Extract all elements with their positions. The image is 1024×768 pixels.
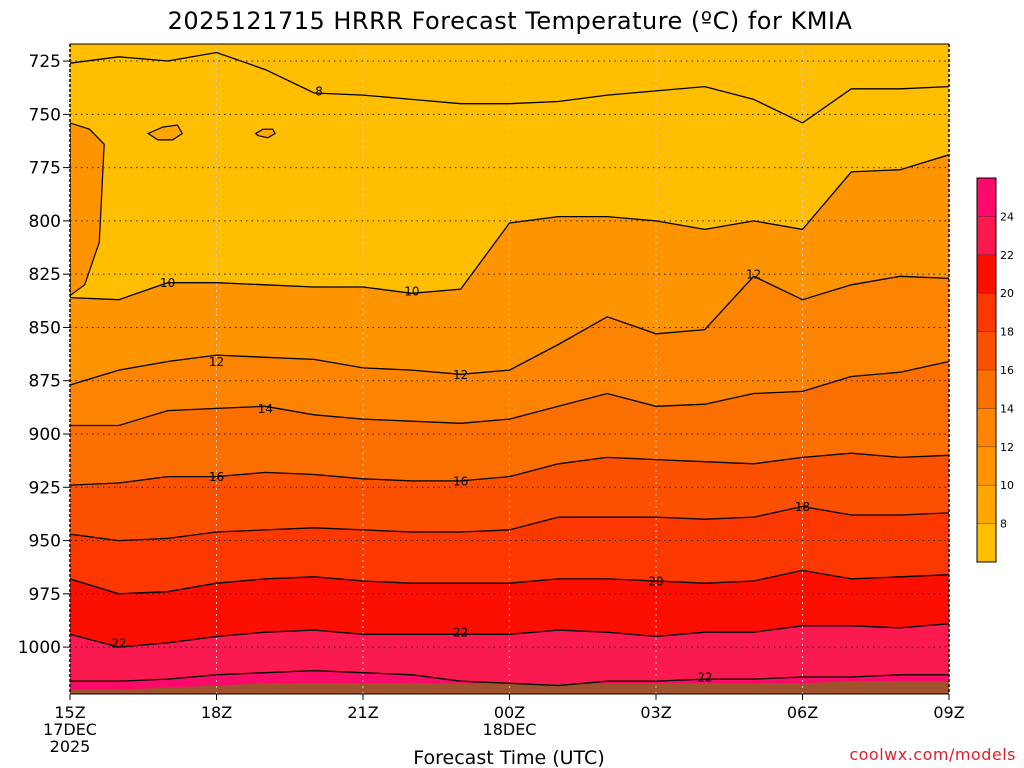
contour-label-8: 8 bbox=[315, 84, 323, 98]
credit-text: coolwx.com/models bbox=[849, 745, 1016, 764]
contour-label-10: 10 bbox=[404, 285, 419, 299]
x-tick-label-15Z-0: 15Z bbox=[54, 703, 85, 722]
colorbar-label-24: 24 bbox=[1000, 210, 1014, 223]
contour-label-22: 22 bbox=[697, 670, 712, 684]
contour-line-14 bbox=[70, 360, 949, 427]
contour-pocket-8-pocket-b bbox=[254, 128, 276, 139]
x-tick-label-15Z-1: 17DEC bbox=[43, 720, 97, 739]
colorbar-label-12: 12 bbox=[1000, 441, 1014, 454]
contour-line-10 bbox=[70, 154, 949, 301]
colorbar-legend: 8 10 12 14 16 18 20 22 24 bbox=[976, 177, 1014, 563]
contour-label-20: 20 bbox=[648, 575, 663, 589]
colorbar-swatch-12 bbox=[977, 408, 996, 447]
colorbar-swatch-8 bbox=[977, 485, 996, 524]
colorbar-swatch-24 bbox=[977, 178, 996, 217]
contour-pocket-10-left-edge bbox=[70, 122, 105, 297]
colorbar-swatch-10 bbox=[977, 446, 996, 486]
contour-label-18: 18 bbox=[795, 500, 810, 514]
colorbar-label-14: 14 bbox=[1000, 402, 1014, 415]
x-tick-label-21Z-0: 21Z bbox=[347, 703, 378, 722]
contour-label-12: 12 bbox=[746, 268, 761, 282]
contour-line-20 bbox=[70, 569, 949, 595]
contour-line-18 bbox=[70, 505, 949, 542]
contour-line-22+ bbox=[70, 669, 949, 687]
contour-line-22 bbox=[70, 623, 949, 648]
colorbar-swatch-18 bbox=[977, 293, 996, 332]
colorbar-label-16: 16 bbox=[1000, 364, 1014, 377]
y-tick-label-875: 875 bbox=[29, 372, 61, 392]
contour-label-16: 16 bbox=[209, 470, 224, 484]
colorbar-label-20: 20 bbox=[1000, 287, 1014, 300]
y-tick-label-725: 725 bbox=[29, 52, 61, 72]
temperature-band-cold bbox=[70, 44, 949, 123]
colorbar-swatch-6 bbox=[977, 523, 996, 562]
contour-line-12 bbox=[70, 275, 949, 386]
contour-label-12: 12 bbox=[209, 355, 224, 369]
y-tick-label-950: 950 bbox=[29, 532, 61, 552]
plot-area: 8 10 10 12 12 12 14 16 16 18 20 22 22 22 bbox=[69, 43, 950, 695]
y-tick-label-775: 775 bbox=[29, 159, 61, 179]
contour-label-22: 22 bbox=[111, 636, 126, 650]
y-axis: 725 750 775 800 825 850 875 900 925 950 975 1000 bbox=[18, 52, 70, 658]
x-tick-label-00Z-0: 00Z bbox=[494, 703, 525, 722]
colorbar-swatch-14 bbox=[977, 370, 996, 409]
x-tick-label-06Z-0: 06Z bbox=[787, 703, 818, 722]
y-tick-label-750: 750 bbox=[29, 105, 61, 125]
colorbar-swatch-16 bbox=[977, 331, 996, 370]
colorbar-swatch-20 bbox=[977, 254, 996, 294]
contour-pocket-8-pocket-a bbox=[146, 124, 184, 141]
y-tick-label-925: 925 bbox=[29, 478, 61, 498]
x-tick-label-15Z-2: 2025 bbox=[50, 737, 91, 756]
colorbar-swatch-22 bbox=[977, 216, 996, 255]
contour-label-14: 14 bbox=[258, 402, 273, 416]
y-tick-label-1000: 1000 bbox=[18, 638, 61, 658]
colorbar-label-22: 22 bbox=[1000, 249, 1014, 262]
contour-line-8 bbox=[70, 51, 949, 124]
x-tick-label-00Z-1: 18DEC bbox=[483, 720, 537, 739]
colorbar-label-8: 8 bbox=[1000, 518, 1007, 531]
y-tick-label-825: 825 bbox=[29, 265, 61, 285]
contour-line-16 bbox=[70, 452, 949, 486]
chart-title: 2025121715 HRRR Forecast Temperature (ºC… bbox=[168, 7, 853, 35]
contour-label-10: 10 bbox=[160, 276, 175, 290]
contour-label-16: 16 bbox=[453, 474, 468, 488]
y-tick-label-800: 800 bbox=[29, 212, 61, 232]
y-tick-label-975: 975 bbox=[29, 585, 61, 605]
contour-label-12: 12 bbox=[453, 368, 468, 382]
x-tick-label-18Z-0: 18Z bbox=[201, 703, 232, 722]
y-tick-label-900: 900 bbox=[29, 425, 61, 445]
y-tick-label-850: 850 bbox=[29, 318, 61, 338]
x-tick-label-03Z-0: 03Z bbox=[640, 703, 671, 722]
colorbar-label-18: 18 bbox=[1000, 326, 1014, 339]
contour-label-22: 22 bbox=[453, 626, 468, 640]
x-axis-label: Forecast Time (UTC) bbox=[413, 747, 604, 768]
colorbar-label-10: 10 bbox=[1000, 479, 1014, 492]
x-tick-label-09Z-0: 09Z bbox=[933, 703, 964, 722]
